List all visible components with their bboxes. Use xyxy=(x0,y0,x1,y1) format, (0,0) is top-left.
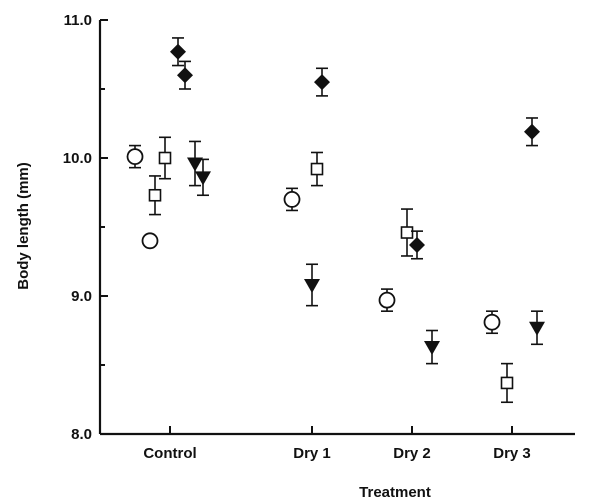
circle-marker xyxy=(285,192,300,207)
circle-marker xyxy=(128,149,143,164)
circle-marker xyxy=(143,233,158,248)
square-marker xyxy=(312,164,323,175)
diamond-marker xyxy=(177,67,193,83)
y-tick-label: 10.0 xyxy=(63,150,92,167)
data-point xyxy=(524,118,540,146)
data-point xyxy=(285,188,300,210)
data-point xyxy=(401,209,413,256)
square-marker xyxy=(502,377,513,388)
diamond-marker xyxy=(314,74,330,90)
square-marker xyxy=(402,227,413,238)
diamond-marker xyxy=(524,124,540,140)
data-point xyxy=(501,364,513,403)
y-axis-title: Body length (mm) xyxy=(15,162,32,290)
x-tick-label: Dry 1 xyxy=(293,445,331,462)
triangle-marker xyxy=(195,171,211,185)
data-point xyxy=(149,176,161,215)
y-tick-label: 8.0 xyxy=(71,426,92,443)
data-point xyxy=(314,68,330,96)
y-tick-label: 9.0 xyxy=(71,288,92,305)
diamond-marker xyxy=(409,237,425,253)
x-tick-label: Dry 3 xyxy=(493,445,531,462)
data-point xyxy=(424,331,440,364)
x-tick-label: Dry 2 xyxy=(393,445,431,462)
x-tick-label: Control xyxy=(143,445,196,462)
y-tick-label: 11.0 xyxy=(64,12,92,29)
data-point xyxy=(485,311,500,333)
data-point xyxy=(143,233,158,248)
diamond-marker xyxy=(170,44,186,60)
square-marker xyxy=(160,153,171,164)
triangle-marker xyxy=(424,341,440,355)
x-axis-title: Treatment xyxy=(359,484,431,501)
data-point xyxy=(128,146,143,168)
data-point xyxy=(529,311,545,344)
circle-marker xyxy=(380,293,395,308)
data-point xyxy=(311,152,323,185)
circle-marker xyxy=(485,315,500,330)
data-point xyxy=(304,264,320,305)
data-point xyxy=(380,289,395,311)
data-marks xyxy=(128,38,546,402)
triangle-marker xyxy=(304,279,320,293)
triangle-marker xyxy=(529,322,545,336)
data-point xyxy=(159,137,171,178)
square-marker xyxy=(150,190,161,201)
